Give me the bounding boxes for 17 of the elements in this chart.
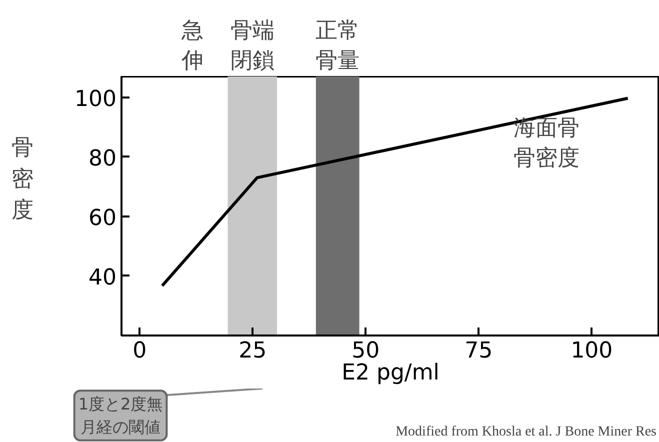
x-tick-label: 75 — [464, 338, 493, 364]
x-tick-label: 0 — [132, 338, 147, 364]
y-tick-label: 80 — [88, 146, 117, 172]
band-label: 正常骨量 — [316, 18, 360, 74]
x-tick-label: 50 — [352, 338, 380, 364]
text: 急伸 — [180, 18, 204, 74]
band-label: 骨端閉鎖 — [230, 18, 274, 74]
y-axis-title: 骨密度 — [12, 136, 34, 223]
y-tick-label: 100 — [74, 86, 117, 112]
x-axis-title: E2 pg/ml — [342, 360, 440, 386]
x-tick-label: 100 — [570, 338, 613, 364]
y-tick-label: 40 — [88, 265, 117, 290]
series-label: 海面骨骨密度 — [513, 116, 580, 172]
x-tick-label: 25 — [238, 338, 267, 364]
text: Modified from Khosla et al. J Bone Miner Res — [396, 424, 657, 440]
y-tick-label: 60 — [88, 206, 117, 231]
text: 1度と2度無月経の閾値 — [78, 394, 163, 436]
